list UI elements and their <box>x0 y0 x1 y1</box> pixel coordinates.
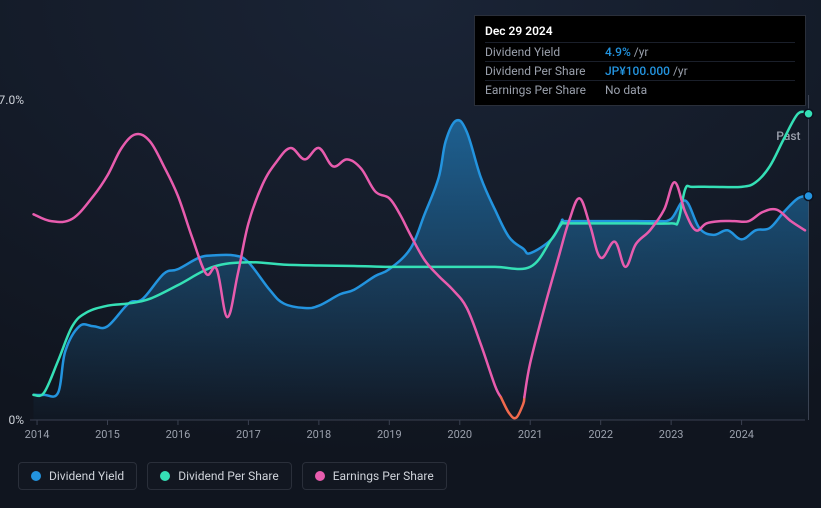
svg-text:2016: 2016 <box>166 428 191 441</box>
svg-text:2015: 2015 <box>95 428 120 441</box>
svg-text:7.0%: 7.0% <box>0 93 24 107</box>
legend-label: Dividend Yield <box>49 469 124 483</box>
svg-text:2021: 2021 <box>518 428 543 441</box>
legend-item[interactable]: Dividend Yield <box>18 462 137 490</box>
legend-item[interactable]: Earnings Per Share <box>302 462 447 490</box>
tooltip-row-value: JP¥100.000 /yr <box>605 64 688 78</box>
tooltip-row-label: Dividend Per Share <box>485 64 605 78</box>
legend-label: Dividend Per Share <box>178 469 279 483</box>
svg-text:0%: 0% <box>8 413 24 427</box>
svg-text:2018: 2018 <box>306 428 331 441</box>
legend-dot <box>31 471 41 481</box>
legend-label: Earnings Per Share <box>333 469 434 483</box>
legend-item[interactable]: Dividend Per Share <box>147 462 292 490</box>
tooltip-row-label: Dividend Yield <box>485 45 605 59</box>
tooltip-row-value: No data <box>605 83 647 97</box>
tooltip-row: Dividend Per ShareJP¥100.000 /yr <box>485 61 795 80</box>
svg-text:2020: 2020 <box>447 428 472 441</box>
svg-text:2024: 2024 <box>729 428 754 441</box>
svg-text:2017: 2017 <box>236 428 261 441</box>
tooltip-row-label: Earnings Per Share <box>485 83 605 97</box>
tooltip-row-value: 4.9% /yr <box>605 45 648 59</box>
chart-legend: Dividend Yield Dividend Per Share Earnings… <box>18 462 447 490</box>
svg-text:2014: 2014 <box>25 428 50 441</box>
chart-container: 2014 2015 2016 2017 2018 2019 2020 2021 2022 2023… <box>0 0 821 508</box>
legend-dot <box>315 471 325 481</box>
tooltip-date: Dec 29 2024 <box>485 22 795 42</box>
tooltip-row: Earnings Per ShareNo data <box>485 80 795 99</box>
legend-dot <box>160 471 170 481</box>
svg-text:2023: 2023 <box>659 428 684 441</box>
svg-text:2019: 2019 <box>377 428 402 441</box>
tooltip-row: Dividend Yield4.9% /yr <box>485 42 795 61</box>
svg-text:2022: 2022 <box>588 428 613 441</box>
chart-tooltip: Dec 29 2024 Dividend Yield4.9% /yrDivide… <box>474 15 806 106</box>
